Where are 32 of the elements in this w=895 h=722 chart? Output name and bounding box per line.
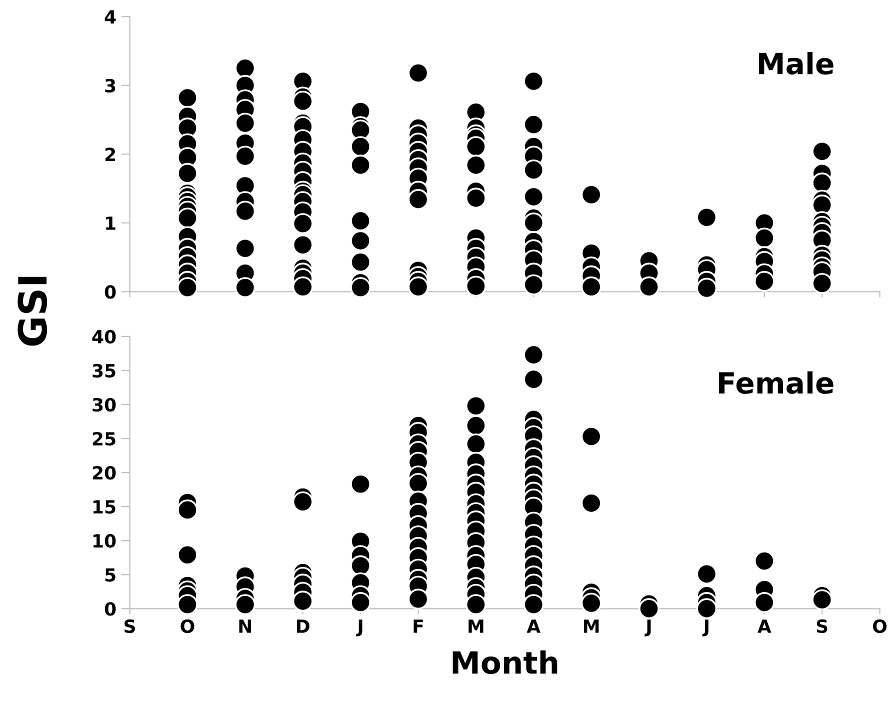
x-tick-label: A [758,620,772,633]
y-tick-label: 4 [104,10,116,24]
y-tick-label: 15 [93,500,116,514]
x-tick-label: J [702,620,708,636]
y-tick-label: 10 [93,534,116,548]
y-tick-label: 0 [104,285,116,299]
x-tick-label: O [873,619,887,634]
y-tick-label: 25 [92,432,116,446]
y-axis-title: GSI [18,276,48,346]
x-tick-label: S [124,619,135,634]
y-tick-label: 40 [92,330,116,344]
x-tick-label: D [297,620,310,633]
y-tick-label: 2 [105,148,116,162]
x-axis-title: Month [452,650,558,674]
y-tick-label: 5 [105,568,116,582]
annotation: Female [719,371,834,394]
x-tick-label: F [414,620,423,633]
y-tick-label: 3 [105,78,116,92]
x-tick-label: S [816,619,828,634]
y-tick-label: 35 [92,364,116,378]
x-tick-label: O [180,619,194,634]
y-tick-label: 0 [104,602,116,616]
x-tick-label: M [584,620,599,633]
y-tick-label: 30 [92,398,116,412]
y-tick-label: 20 [92,466,116,480]
x-tick-label: M [468,620,484,633]
y-tick-label: 1 [106,216,116,230]
x-tick-label: N [239,620,252,633]
annotation: Male [758,52,834,75]
x-tick-label: J [644,620,651,636]
x-tick-label: J [356,620,362,636]
x-tick-label: A [526,620,541,633]
